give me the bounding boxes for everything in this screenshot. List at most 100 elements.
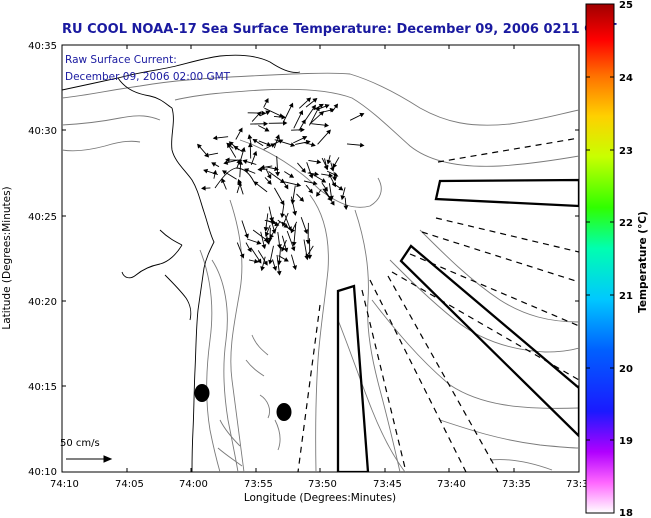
- coastline: [62, 54, 301, 472]
- current-vector-head: [222, 170, 227, 175]
- current-vector-head: [242, 159, 248, 164]
- current-vector-head: [290, 228, 295, 234]
- current-vector-head: [333, 103, 339, 109]
- current-vector-head: [256, 111, 262, 117]
- y-tick-label: 40:25: [28, 212, 57, 223]
- current-vector-head: [290, 142, 296, 147]
- current-vector-head: [316, 191, 321, 197]
- current-vector-head: [238, 127, 243, 133]
- current-vector-head: [281, 114, 287, 120]
- current-vector-head: [276, 244, 282, 249]
- current-vector-head: [265, 110, 271, 116]
- colorbar-ticks: 25 24 23 22 21 20 19 18: [586, 0, 633, 518]
- current-vector-head: [256, 240, 262, 245]
- current-vector-head: [326, 129, 331, 135]
- current-vector-head: [324, 104, 330, 109]
- current-vector-head: [359, 142, 365, 148]
- x-tick-label: 74:05: [115, 479, 144, 490]
- y-axis-label: Latitude (Degrees:Minutes): [1, 186, 13, 329]
- current-vector-head: [201, 185, 206, 191]
- scale-arrow: [66, 455, 113, 463]
- current-vector-head: [305, 240, 311, 245]
- current-vector-head: [264, 127, 270, 132]
- current-vector-head: [311, 104, 316, 110]
- current-vector-head: [244, 168, 250, 173]
- current-vector-head: [252, 139, 258, 144]
- current-vector-head: [266, 179, 272, 185]
- current-vector-head: [343, 205, 349, 211]
- current-vector-head: [329, 166, 335, 172]
- current-vector-head: [290, 199, 296, 205]
- current-vector-head: [276, 270, 282, 276]
- current-vector-head: [260, 266, 265, 272]
- current-vector-head: [323, 186, 328, 192]
- current-vector-head: [272, 265, 278, 272]
- current-vector-head: [253, 181, 259, 186]
- colorbar-label: Temperature (°C): [637, 211, 649, 313]
- x-tick-label: 73:40: [437, 479, 466, 490]
- y-tick-label: 40:15: [28, 382, 57, 393]
- current-vector-head: [301, 119, 306, 125]
- current-vector-head: [266, 141, 272, 147]
- current-vector-head: [314, 171, 320, 177]
- current-vector-head: [269, 233, 274, 239]
- current-vector-head: [280, 213, 285, 219]
- bathymetry-contours: [62, 72, 579, 472]
- current-vector-head: [257, 167, 262, 172]
- current-vector-head: [274, 221, 280, 227]
- annotation-line2: December 09, 2006 02:00 GMT: [65, 71, 231, 83]
- current-vector-head: [332, 163, 338, 169]
- current-vector-head: [280, 246, 286, 252]
- current-vector-head: [292, 265, 298, 271]
- current-vector-head: [306, 97, 312, 103]
- current-vector: [293, 223, 297, 246]
- current-vector-head: [300, 127, 305, 133]
- current-vector-head: [292, 210, 298, 216]
- current-vector-head: [275, 134, 280, 140]
- current-vector-head: [247, 134, 253, 140]
- current-vector-head: [261, 110, 267, 116]
- current-vector-head: [310, 142, 316, 147]
- current-vector-head: [308, 188, 314, 194]
- current-vector-head: [212, 169, 218, 175]
- current-vector-head: [197, 143, 202, 149]
- current-vector-head: [256, 258, 262, 264]
- current-vector-head: [275, 171, 281, 177]
- colorbar: [585, 3, 615, 514]
- current-vector-head: [321, 178, 327, 183]
- map-content: [62, 54, 579, 472]
- current-vector-head: [318, 103, 324, 109]
- current-vector-head: [302, 136, 308, 141]
- current-vector-head: [260, 164, 265, 170]
- map-plot-frame: [61, 44, 580, 473]
- current-vector-head: [291, 241, 297, 247]
- current-vector-head: [301, 167, 306, 173]
- colorbar-tick-label: 25: [619, 0, 633, 11]
- station-marker: [194, 384, 210, 402]
- current-vector-head: [340, 195, 346, 201]
- current-vector-head: [268, 259, 273, 265]
- radar-wedges: [336, 178, 579, 472]
- current-vector-head: [290, 246, 296, 252]
- current-vector-head: [312, 98, 318, 103]
- current-vector-head: [236, 159, 241, 165]
- y-tick-label: 40:10: [28, 467, 57, 478]
- current-vector-head: [331, 182, 336, 188]
- current-vector-head: [283, 247, 289, 253]
- current-vector-head: [261, 244, 267, 250]
- colorbar-tick-label: 24: [619, 73, 633, 84]
- current-vector-head: [212, 135, 218, 141]
- current-vector-head: [254, 258, 259, 264]
- x-tick-label: 73:45: [373, 479, 402, 490]
- surface-current-vectors: [197, 97, 365, 276]
- x-tick-label: 73:35: [502, 479, 531, 490]
- current-vector-head: [263, 121, 269, 127]
- current-vector-head: [283, 184, 289, 190]
- current-vector-head: [338, 185, 344, 191]
- x-tick-label: 73:3: [566, 479, 588, 490]
- station-marker: [276, 403, 292, 421]
- colorbar-tick-label: 18: [619, 508, 633, 518]
- current-vector-head: [288, 102, 294, 108]
- current-vector-head: [283, 257, 289, 262]
- current-vector-head: [240, 147, 246, 152]
